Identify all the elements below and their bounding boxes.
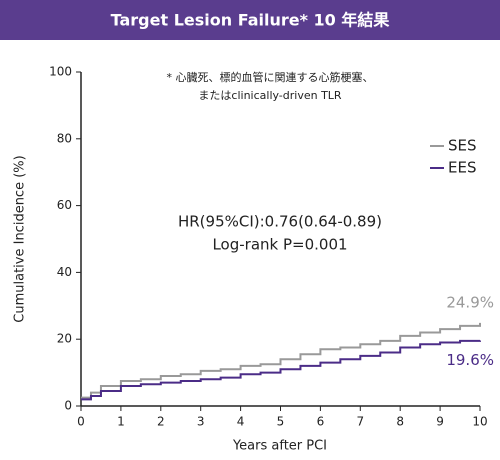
y-tick-label: 60 [57,198,72,212]
x-tick-label: 3 [197,415,205,429]
x-tick-label: 9 [436,415,444,429]
value-label: 24.9% [446,293,494,311]
footnote: またはclinically-driven TLR [198,89,342,102]
x-tick-label: 8 [396,415,404,429]
x-tick-label: 1 [117,415,125,429]
x-axis-label: Years after PCI [232,439,327,454]
x-tick-label: 7 [356,415,364,429]
legend-label: SES [448,137,477,155]
series-line [81,322,481,399]
x-tick-label: 6 [317,415,325,429]
value-label: 19.6% [446,351,494,369]
x-tick-label: 10 [472,415,487,429]
x-tick-label: 0 [77,415,85,429]
x-tick-label: 2 [157,415,165,429]
y-axis-label: Cumulative Incidence (%) [13,155,28,322]
footnote: * 心臓死、標的血管に関連する心筋梗塞、 [167,70,374,84]
legend-label: EES [448,159,476,177]
chart-title: Target Lesion Failure* 10 年結果 [111,11,390,30]
y-tick-label: 40 [57,265,72,279]
y-tick-label: 100 [49,65,72,79]
annotation: Log-rank P=0.001 [212,236,347,254]
annotation: HR(95%CI):0.76(0.64-0.89) [178,213,382,231]
y-tick-label: 80 [57,131,72,145]
series-line [81,339,481,401]
title-banner [0,0,500,40]
y-tick-label: 20 [57,332,72,346]
y-tick-label: 0 [64,399,72,413]
x-tick-label: 4 [237,415,245,429]
x-tick-label: 5 [277,415,285,429]
